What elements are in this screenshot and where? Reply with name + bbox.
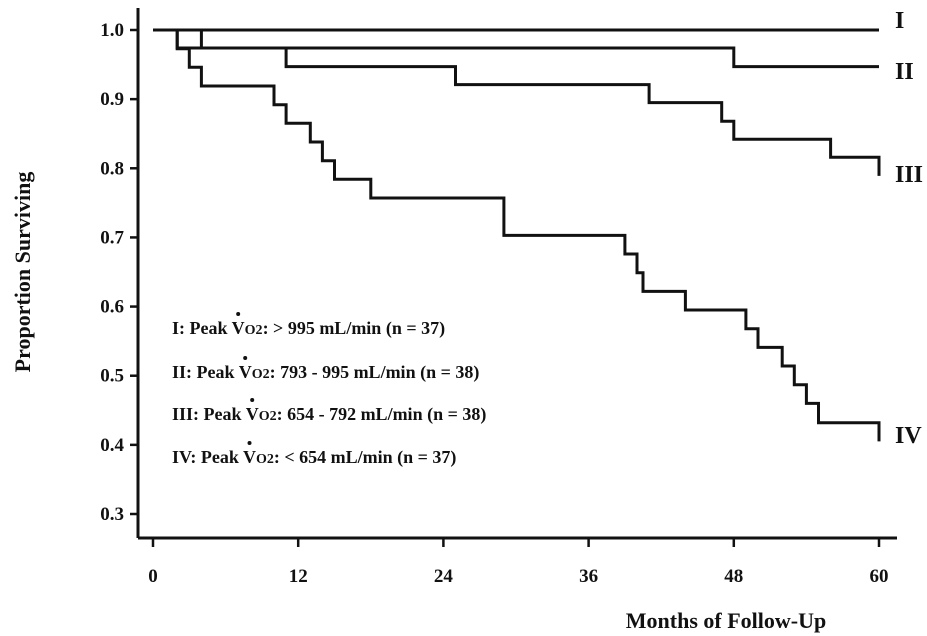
legend-subscript: O2 — [256, 452, 274, 467]
y-tick-label: 0.3 — [100, 504, 124, 525]
curve-end-label: I — [895, 8, 904, 34]
y-tick-label: 0.7 — [100, 227, 124, 248]
legend-v: V — [243, 447, 256, 467]
survival-curve-iii — [153, 28, 881, 176]
legend-rest: : > 995 mL/min (n = 37) — [263, 318, 446, 339]
x-axis-title: Months of Follow-Up — [626, 608, 826, 633]
v-dot-icon — [250, 398, 255, 402]
v-dot-icon — [243, 356, 248, 360]
y-axis-title: Proportion Surviving — [10, 172, 35, 373]
x-tick-label: 60 — [870, 566, 889, 587]
v-dot-icon — [247, 441, 252, 445]
curve-end-label: IV — [895, 423, 922, 449]
survival-curve-iv — [153, 28, 881, 442]
legend-item: III: Peak VO2: 654 - 792 mL/min (n = 38) — [172, 404, 486, 425]
legend: I: Peak VO2: > 995 mL/min (n = 37)II: Pe… — [172, 312, 486, 468]
y-tick-label: 0.5 — [100, 366, 124, 387]
legend-rest: : < 654 mL/min (n = 37) — [274, 447, 457, 468]
x-tick-label: 36 — [579, 566, 598, 587]
y-tick-label: 0.8 — [100, 158, 124, 179]
legend-v: V — [246, 404, 259, 424]
y-tick-label: 1.0 — [100, 20, 124, 41]
legend-prefix: II: Peak — [172, 362, 239, 382]
y-tick-label: 0.6 — [100, 297, 124, 318]
legend-prefix: I: Peak — [172, 318, 232, 338]
legend-subscript: O2 — [259, 409, 277, 424]
x-tick-label: 12 — [289, 566, 308, 587]
legend-item: IV: Peak VO2: < 654 mL/min (n = 37) — [172, 447, 456, 468]
legend-v: V — [239, 362, 252, 382]
axes: 0.3 0.4 0.5 0.6 0.7 0.8 0.9 1.0 0 12 24 36 48 60 — [100, 8, 897, 587]
legend-v: V — [232, 318, 245, 338]
curve-end-label: II — [895, 59, 914, 85]
v-dot-icon — [236, 312, 241, 316]
x-tick-label: 48 — [724, 566, 743, 587]
y-tick-label: 0.4 — [100, 435, 124, 456]
legend-subscript: O2 — [252, 367, 270, 382]
x-tick-label: 0 — [148, 566, 158, 587]
legend-subscript: O2 — [245, 323, 263, 338]
legend-prefix: IV: Peak — [172, 447, 243, 467]
x-tick-label: 24 — [434, 566, 454, 587]
legend-prefix: III: Peak — [172, 404, 246, 424]
curve-end-label: III — [895, 162, 923, 188]
legend-rest: : 654 - 792 mL/min (n = 38) — [277, 404, 487, 425]
survival-curve-ii — [153, 28, 879, 69]
legend-item: II: Peak VO2: 793 - 995 mL/min (n = 38) — [172, 362, 479, 383]
y-tick-label: 0.9 — [100, 89, 124, 110]
legend-item: I: Peak VO2: > 995 mL/min (n = 37) — [172, 318, 445, 339]
legend-rest: : 793 - 995 mL/min (n = 38) — [270, 362, 480, 383]
